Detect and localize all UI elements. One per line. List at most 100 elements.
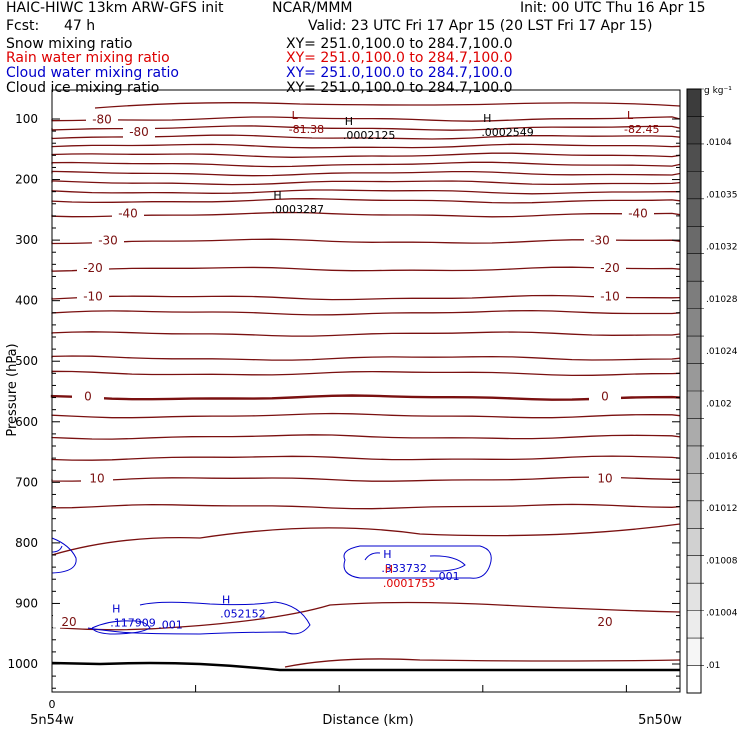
field-snow-name: Snow mixing ratio	[6, 36, 133, 52]
colorbar-swatch	[687, 473, 701, 502]
extremum-value: .0002125	[343, 129, 396, 142]
isotherm-label-bg	[72, 389, 104, 403]
isotherm-label: -30	[98, 233, 118, 247]
colorbar-label: .0104	[706, 138, 732, 148]
isotherm-line	[284, 658, 681, 668]
extremum-marker: H	[383, 548, 391, 561]
colorbar-label: .01032	[706, 243, 738, 253]
colorbar-label: .01004	[706, 609, 738, 619]
extremum-marker: L	[627, 109, 634, 122]
isotherm-line	[51, 266, 681, 272]
colorbar-label: .01008	[706, 556, 738, 566]
fcst-value: 47 h	[64, 18, 96, 34]
extremum-value: -82.45	[624, 123, 659, 136]
y-tick-label: 400	[15, 294, 38, 308]
colorbar-swatch	[687, 226, 701, 255]
field-rain-name: Rain water mixing ratio	[6, 50, 170, 66]
isotherm-label: -20	[83, 261, 103, 275]
plot-frame	[51, 89, 681, 693]
isotherm-line	[51, 161, 681, 168]
y-tick-label: 1000	[7, 657, 38, 671]
extremum-value: .052152	[220, 608, 265, 621]
isotherm-line	[51, 503, 681, 510]
y-tick-label: 600	[15, 415, 38, 429]
isotherm-line	[51, 455, 681, 461]
isotherm-label: -40	[118, 207, 138, 221]
isotherm-label: 20	[597, 615, 612, 629]
cloud-water-label: .001	[435, 570, 460, 583]
isotherm-label-bg	[77, 289, 109, 303]
colorbar-swatch	[687, 555, 701, 584]
colorbar-swatch	[687, 665, 701, 694]
colorbar-swatch	[687, 198, 701, 227]
isotherm-label-bg	[77, 261, 109, 275]
x-end-label-left: 5n54w	[30, 713, 74, 728]
isotherm-label-bg	[622, 206, 654, 220]
field-rain-xy: XY= 251.0,100.0 to 284.7,100.0	[286, 50, 513, 66]
isotherm-line	[51, 152, 681, 158]
cloud-water-contour	[51, 537, 77, 574]
colorbar-label: .01024	[706, 347, 738, 357]
colorbar-swatch	[687, 391, 701, 419]
field-snow-xy: XY= 251.0,100.0 to 284.7,100.0	[286, 36, 513, 52]
x-end-label-right: 5n50w	[638, 713, 682, 728]
y-axis-label-group: Pressure (hPa)	[5, 343, 20, 436]
cloud-contours	[51, 537, 680, 672]
y-tick-label: 700	[15, 475, 38, 489]
y-tick-label: 800	[15, 536, 38, 550]
extremum-marker: H	[483, 112, 491, 125]
extremum-value: .333732	[381, 562, 427, 575]
field-cloudice-name: Cloud ice mixing ratio	[6, 80, 160, 96]
colorbar-swatch	[687, 89, 701, 117]
isotherm-label: 20	[61, 615, 76, 629]
field-cloudice-xy: XY= 251.0,100.0 to 284.7,100.0	[286, 80, 513, 96]
isotherm-label: -80	[129, 125, 149, 139]
isotherm-label: -30	[590, 233, 610, 247]
extremum-value: .0003287	[272, 203, 325, 216]
colorbar-swatch	[687, 638, 701, 667]
colorbar-swatch	[687, 281, 701, 310]
model-title: HAIC-HIWC 13km ARW-GFS init	[6, 0, 224, 16]
isotherm-line	[51, 116, 681, 122]
center-title: NCAR/MMM	[272, 0, 353, 16]
isotherm-label-bg	[123, 125, 155, 139]
isotherm-line	[94, 102, 681, 109]
extremum-value: -81.38	[289, 123, 324, 136]
colorbar-label: .01035	[706, 190, 738, 200]
y-tick-label: 900	[15, 596, 38, 610]
isotherm-label-bg	[594, 289, 626, 303]
extremum-marker: H	[273, 189, 281, 202]
isotherm-line	[51, 523, 681, 556]
cloud-water-contour	[343, 545, 492, 579]
isotherm-label: 0	[84, 390, 92, 404]
colorbar-swatch	[687, 336, 701, 365]
field-cloudwater-name: Cloud water mixing ratio	[6, 65, 179, 81]
isotherm-line	[51, 476, 680, 482]
isotherm-label: -10	[600, 290, 620, 304]
extremum-marker: H	[112, 603, 120, 616]
colorbar-label: .01	[706, 661, 720, 671]
isotherm-line	[51, 211, 681, 218]
isotherm-line	[51, 238, 681, 245]
isotherm-label-bg	[589, 471, 621, 485]
isotherm-line	[51, 198, 681, 204]
y-tick-label: 200	[15, 173, 38, 187]
colorbar-swatch	[687, 253, 701, 282]
isotherm-label: -40	[628, 207, 648, 221]
colorbar-label: .0102	[706, 400, 732, 410]
x-tick-label: 0	[49, 698, 56, 711]
extremum-marker: H	[345, 115, 353, 128]
terrain-line	[51, 661, 680, 672]
cloud-water-label: .001	[158, 619, 183, 632]
isotherm-label-bg	[86, 112, 118, 126]
extremum-value: .117909	[110, 617, 155, 630]
cloud-water-contour	[364, 552, 466, 572]
colorbar-label: .01016	[706, 452, 738, 462]
colorbar-swatch	[687, 610, 701, 639]
isotherm-label-bg	[92, 233, 124, 247]
isotherm-label-bg	[589, 389, 621, 403]
isotherm-label-bg	[584, 233, 616, 247]
colorbar: g kg⁻¹ .0104 .01035 .01032 .01028 .01024 .0102…	[686, 86, 738, 694]
colorbar-swatch	[687, 308, 701, 337]
isotherm-label-bg	[81, 471, 113, 485]
